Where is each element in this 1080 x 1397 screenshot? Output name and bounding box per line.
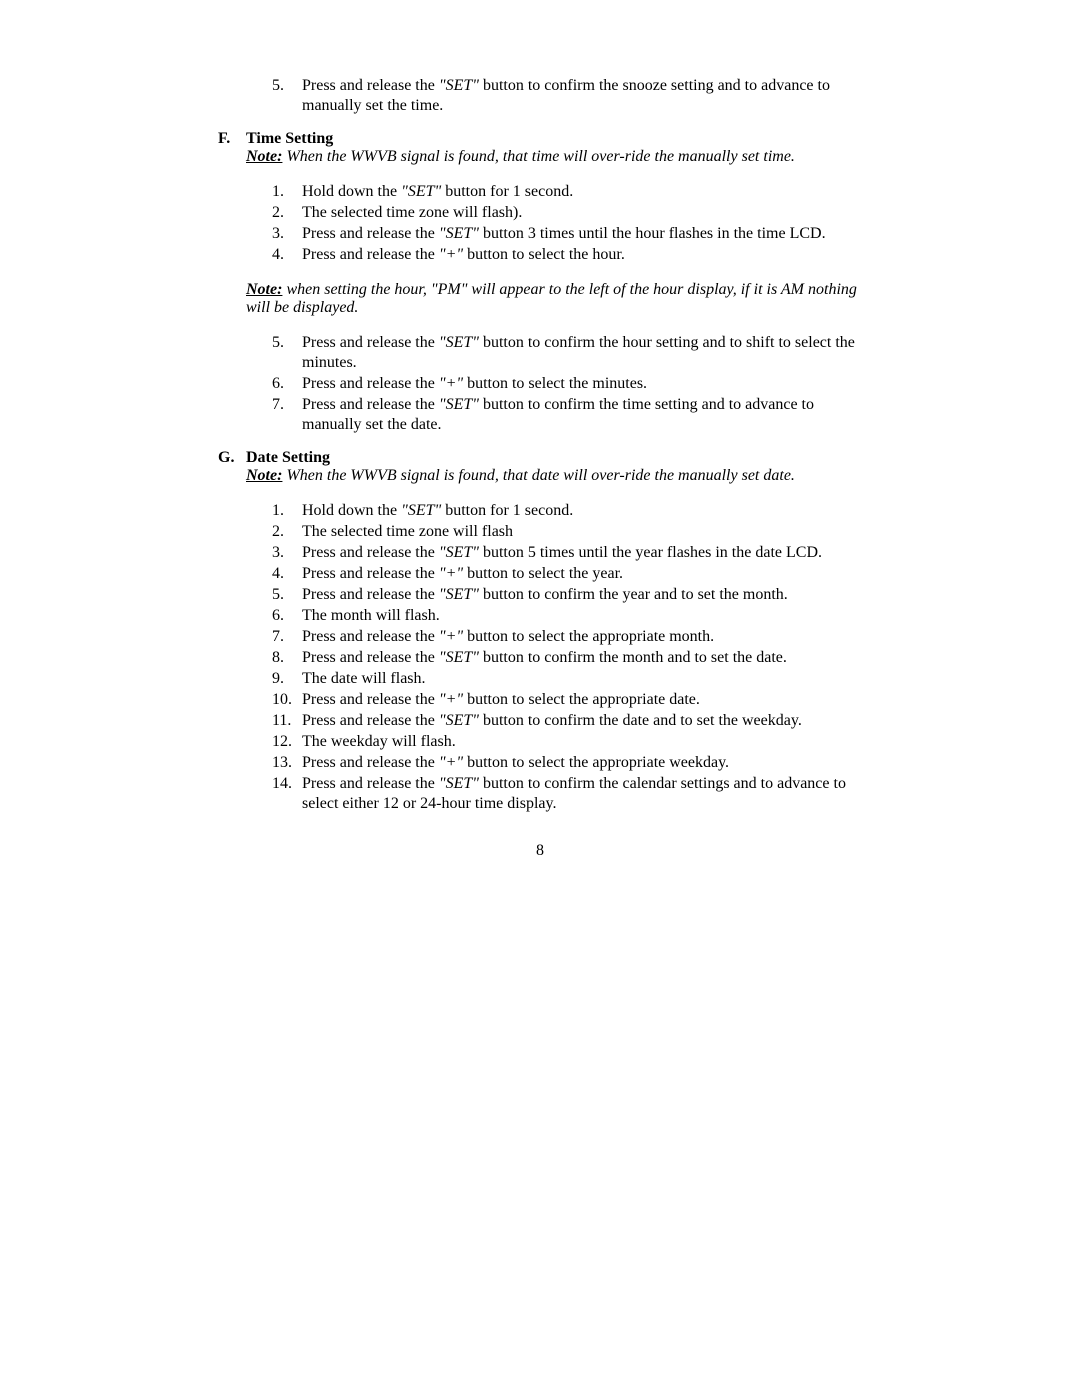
section-f-note: Note: When the WWVB signal is found, tha…: [246, 148, 862, 166]
list-item: 7.Press and release the "SET" button to …: [272, 395, 862, 435]
step-number: 14.: [272, 774, 302, 814]
step-text: Press and release the "SET" button to co…: [302, 711, 862, 731]
list-item: 14.Press and release the "SET" button to…: [272, 774, 862, 814]
section-f-note-2: Note: when setting the hour, "PM" will a…: [246, 281, 862, 317]
step-text: Press and release the "+" button to sele…: [302, 564, 862, 584]
step-number: 3.: [272, 224, 302, 244]
list-item: 2.The selected time zone will flash: [272, 522, 862, 542]
step-number: 4.: [272, 245, 302, 265]
step-text: Press and release the "SET" button to co…: [302, 395, 862, 435]
list-item: 6.The month will flash.: [272, 606, 862, 626]
section-title: Time Setting: [246, 130, 333, 148]
list-item: 10.Press and release the "+" button to s…: [272, 690, 862, 710]
list-item: 9.The date will flash.: [272, 669, 862, 689]
step-number: 9.: [272, 669, 302, 689]
step-number: 2.: [272, 522, 302, 542]
list-item: 11.Press and release the "SET" button to…: [272, 711, 862, 731]
step-text: Press and release the "+" button to sele…: [302, 753, 862, 773]
list-item: 3.Press and release the "SET" button 5 t…: [272, 543, 862, 563]
step-text: Press and release the "SET" button to co…: [302, 585, 862, 605]
step-number: 1.: [272, 182, 302, 202]
section-f-header: F. Time Setting: [218, 130, 862, 148]
note-text: When the WWVB signal is found, that time…: [282, 148, 794, 165]
list-item: 12.The weekday will flash.: [272, 732, 862, 752]
step-text: The month will flash.: [302, 606, 862, 626]
step-text: The weekday will flash.: [302, 732, 862, 752]
step-text: Press and release the "+" button to sele…: [302, 245, 862, 265]
section-title: Date Setting: [246, 449, 330, 467]
step-number: 2.: [272, 203, 302, 223]
list-item: 1.Hold down the "SET" button for 1 secon…: [272, 182, 862, 202]
step-number: 7.: [272, 395, 302, 435]
step-text: Press and release the "SET" button to co…: [302, 648, 862, 668]
list-item: 1.Hold down the "SET" button for 1 secon…: [272, 501, 862, 521]
step-number: 10.: [272, 690, 302, 710]
list-item: 5.Press and release the "SET" button to …: [272, 76, 862, 116]
list-item: 5.Press and release the "SET" button to …: [272, 585, 862, 605]
step-text: The date will flash.: [302, 669, 862, 689]
step-number: 3.: [272, 543, 302, 563]
note-text: when setting the hour, "PM" will appear …: [246, 281, 857, 316]
section-g-steps: 1.Hold down the "SET" button for 1 secon…: [218, 501, 862, 814]
list-item: 4.Press and release the "+" button to se…: [272, 245, 862, 265]
document-page: 5.Press and release the "SET" button to …: [0, 0, 1080, 920]
step-text: Press and release the "+" button to sele…: [302, 627, 862, 647]
section-f-steps-2: 5.Press and release the "SET" button to …: [218, 333, 862, 435]
step-text: Hold down the "SET" button for 1 second.: [302, 182, 862, 202]
step-text: Press and release the "+" button to sele…: [302, 374, 862, 394]
list-item: 13.Press and release the "+" button to s…: [272, 753, 862, 773]
section-f-steps-1: 1.Hold down the "SET" button for 1 secon…: [218, 182, 862, 265]
step-number: 5.: [272, 585, 302, 605]
step-text: Press and release the "SET" button to co…: [302, 333, 862, 373]
step-number: 4.: [272, 564, 302, 584]
section-g-note: Note: When the WWVB signal is found, tha…: [246, 467, 862, 485]
note-label: Note:: [246, 148, 282, 165]
step-text: Hold down the "SET" button for 1 second.: [302, 501, 862, 521]
step-text: The selected time zone will flash).: [302, 203, 862, 223]
step-number: 1.: [272, 501, 302, 521]
list-item: 4.Press and release the "+" button to se…: [272, 564, 862, 584]
note-text: When the WWVB signal is found, that date…: [282, 467, 794, 484]
step-number: 5.: [272, 333, 302, 373]
step-text: Press and release the "+" button to sele…: [302, 690, 862, 710]
step-number: 6.: [272, 606, 302, 626]
step-number: 11.: [272, 711, 302, 731]
list-item: 7.Press and release the "+" button to se…: [272, 627, 862, 647]
page-number: 8: [218, 842, 862, 860]
list-item: 5.Press and release the "SET" button to …: [272, 333, 862, 373]
list-item: 6.Press and release the "+" button to se…: [272, 374, 862, 394]
intro-steps-list: 5.Press and release the "SET" button to …: [218, 76, 862, 116]
list-item: 8.Press and release the "SET" button to …: [272, 648, 862, 668]
note-label: Note:: [246, 281, 282, 298]
list-item: 2.The selected time zone will flash).: [272, 203, 862, 223]
step-text: Press and release the "SET" button 5 tim…: [302, 543, 862, 563]
list-item: 3.Press and release the "SET" button 3 t…: [272, 224, 862, 244]
step-number: 5.: [272, 76, 302, 116]
step-text: Press and release the "SET" button 3 tim…: [302, 224, 862, 244]
step-number: 13.: [272, 753, 302, 773]
step-number: 7.: [272, 627, 302, 647]
section-letter: G.: [218, 449, 246, 467]
step-number: 8.: [272, 648, 302, 668]
step-text: Press and release the "SET" button to co…: [302, 76, 862, 116]
step-number: 12.: [272, 732, 302, 752]
section-g-header: G. Date Setting: [218, 449, 862, 467]
section-letter: F.: [218, 130, 246, 148]
note-label: Note:: [246, 467, 282, 484]
step-text: Press and release the "SET" button to co…: [302, 774, 862, 814]
step-text: The selected time zone will flash: [302, 522, 862, 542]
step-number: 6.: [272, 374, 302, 394]
